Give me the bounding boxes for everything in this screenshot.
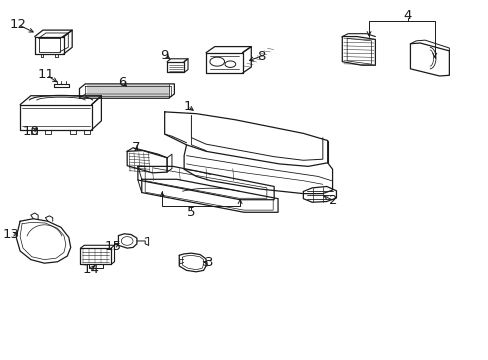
Text: 6: 6	[118, 76, 126, 89]
Text: 13: 13	[3, 228, 20, 241]
Text: 7: 7	[131, 141, 140, 154]
Text: 1: 1	[183, 100, 191, 113]
Text: 14: 14	[82, 263, 99, 276]
Text: 12: 12	[9, 18, 26, 31]
Text: 2: 2	[328, 194, 337, 207]
Text: 11: 11	[38, 68, 55, 81]
Text: 10: 10	[22, 125, 39, 139]
Text: 9: 9	[160, 49, 168, 62]
Text: 15: 15	[105, 240, 122, 253]
Text: 8: 8	[256, 50, 264, 63]
Text: 4: 4	[403, 9, 411, 22]
Text: 3: 3	[205, 256, 213, 269]
Text: 5: 5	[187, 206, 195, 219]
